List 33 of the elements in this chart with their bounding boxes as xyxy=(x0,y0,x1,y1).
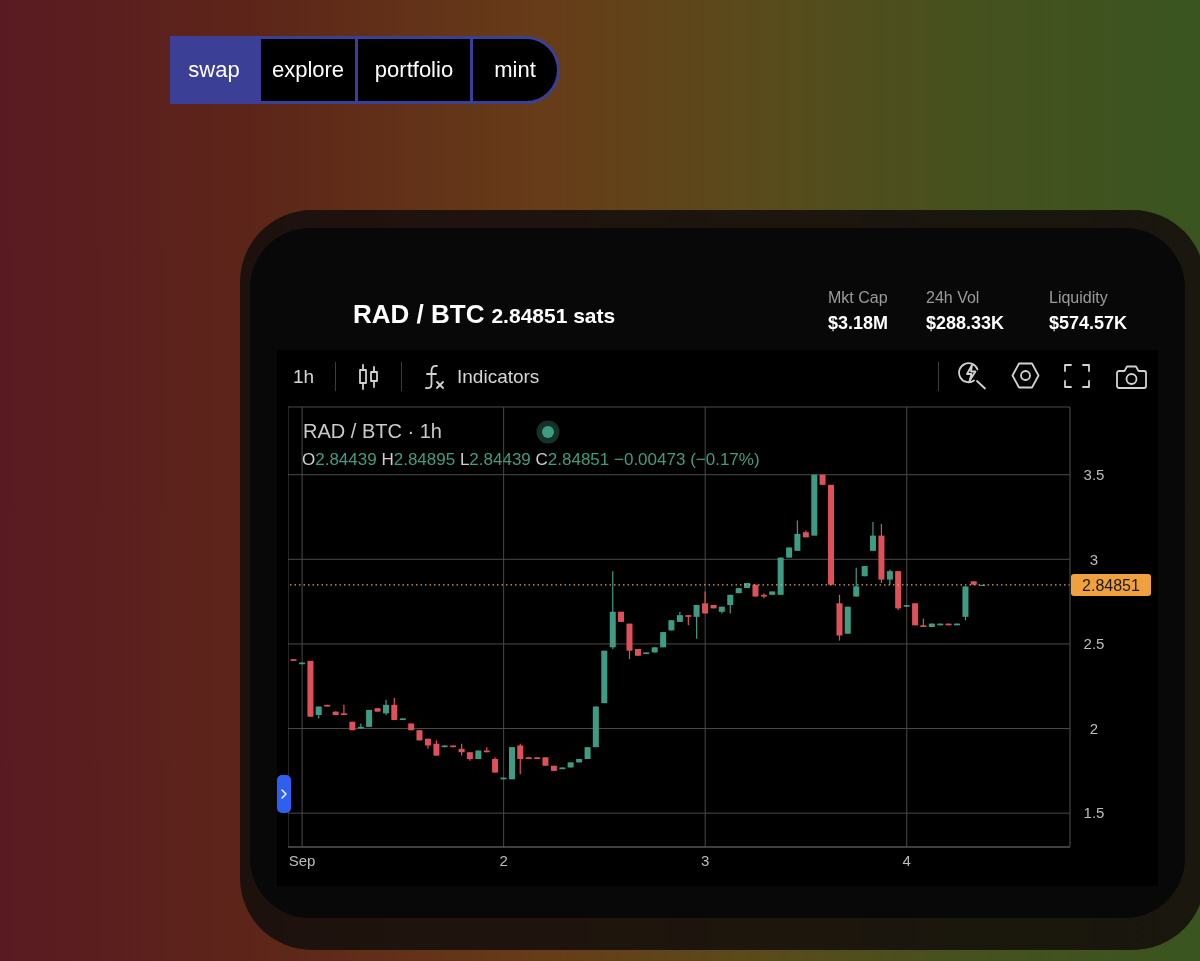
text: $288.33K xyxy=(926,313,1005,333)
y-tick-label: 3 xyxy=(1089,550,1099,568)
text: Indicators xyxy=(457,366,540,387)
chart-subtitle: 2.84851 sats xyxy=(491,304,616,327)
text: explore xyxy=(271,57,345,83)
candlestick xyxy=(853,567,860,598)
y-tick-label: 3.5 xyxy=(1083,465,1105,483)
text: 1h xyxy=(293,366,315,387)
candlestick xyxy=(517,743,524,775)
text: O2.84439 H2.84895 L2.84439 C2.84851 −0.00473 (−0.17%) xyxy=(302,450,760,469)
text: 24h Vol xyxy=(926,289,980,306)
x-tick-label: Sep xyxy=(288,851,316,869)
text: $3.18M xyxy=(828,313,889,333)
text: $574.57K xyxy=(1049,313,1128,333)
x-tick-label: 2 xyxy=(499,851,508,869)
candlestick xyxy=(760,592,767,599)
text: swap xyxy=(188,57,240,83)
candlestick xyxy=(340,704,347,716)
candlestick xyxy=(794,519,801,552)
y-tick-label: 1.5 xyxy=(1083,804,1105,822)
y-tick-label: 2 xyxy=(1089,719,1099,737)
annotation: RAD / BTC · 1h xyxy=(303,420,442,442)
text: Liquidity xyxy=(1049,289,1108,306)
text: Mkt Cap xyxy=(828,289,888,306)
chart-title: RAD / BTC xyxy=(353,299,485,329)
ref-line-label: 2.84851 xyxy=(1082,576,1141,594)
text: mint xyxy=(494,57,536,83)
x-tick-label: 4 xyxy=(902,851,911,869)
candlestick xyxy=(693,604,700,640)
y-tick-label: 2.5 xyxy=(1083,635,1105,653)
text: portfolio xyxy=(374,57,454,83)
candlestick xyxy=(869,521,876,552)
x-tick-label: 3 xyxy=(701,851,710,869)
